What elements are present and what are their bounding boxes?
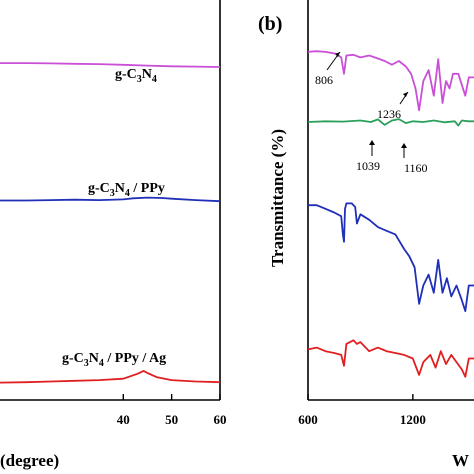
annotation-1160-arrowhead <box>401 143 407 148</box>
panel-b-series-line-2 <box>308 202 474 312</box>
panel-a-x-tick-label: 50 <box>165 412 178 427</box>
panel-a-series-line-0 <box>0 62 221 68</box>
panel-a-series-line-2 <box>0 370 221 384</box>
panel-b-y-axis-title: Transmittance (%) <box>268 129 287 267</box>
panel-a-label-gc3n4-ppy-ag: g-C3N4 / PPy / Ag <box>62 351 166 369</box>
annotation-1039: 1039 <box>356 159 380 173</box>
panel-a-ticks: 40 50 60 <box>117 394 227 427</box>
panel-a-x-tick-label: 40 <box>117 412 130 427</box>
annotation-1160: 1160 <box>404 161 428 175</box>
panel-b-x-tick-label: 600 <box>298 412 318 427</box>
panel-a-x-tick-label: 60 <box>214 412 227 427</box>
panel-b-x-axis-title: W <box>452 451 469 470</box>
panel-b-series-line-0 <box>307 50 474 112</box>
panel-b-ticks: 600 1200 <box>298 394 426 427</box>
annotation-1039-arrowhead <box>369 140 375 145</box>
panel-a-series <box>0 62 221 384</box>
panel-b-x-tick-label: 1200 <box>400 412 426 427</box>
annotation-806: 806 <box>315 73 333 87</box>
panel-a-series-line-1 <box>0 196 221 203</box>
annotation-806-arrowhead <box>335 52 340 57</box>
panel-a-label-gc3n4: g-C3N4 <box>115 67 157 85</box>
panel-b-series-line-3 <box>307 339 474 378</box>
annotation-1236-arrowhead <box>403 92 408 97</box>
panel-a: 40 50 60 (degree) g-C3N4 g-C3N4 / PPy g-C3… <box>0 0 227 470</box>
panel-b: (b) 600 1200 Transmittance (%) W 806 1236… <box>258 0 474 470</box>
panel-a-x-axis-title: (degree) <box>0 451 59 470</box>
panel-a-label-gc3n4-ppy: g-C3N4 / PPy <box>88 181 165 199</box>
annotation-1236: 1236 <box>377 107 401 121</box>
panel-b-series <box>307 50 474 378</box>
panel-b-label: (b) <box>258 13 282 35</box>
panel-b-series-line-1 <box>307 118 474 127</box>
